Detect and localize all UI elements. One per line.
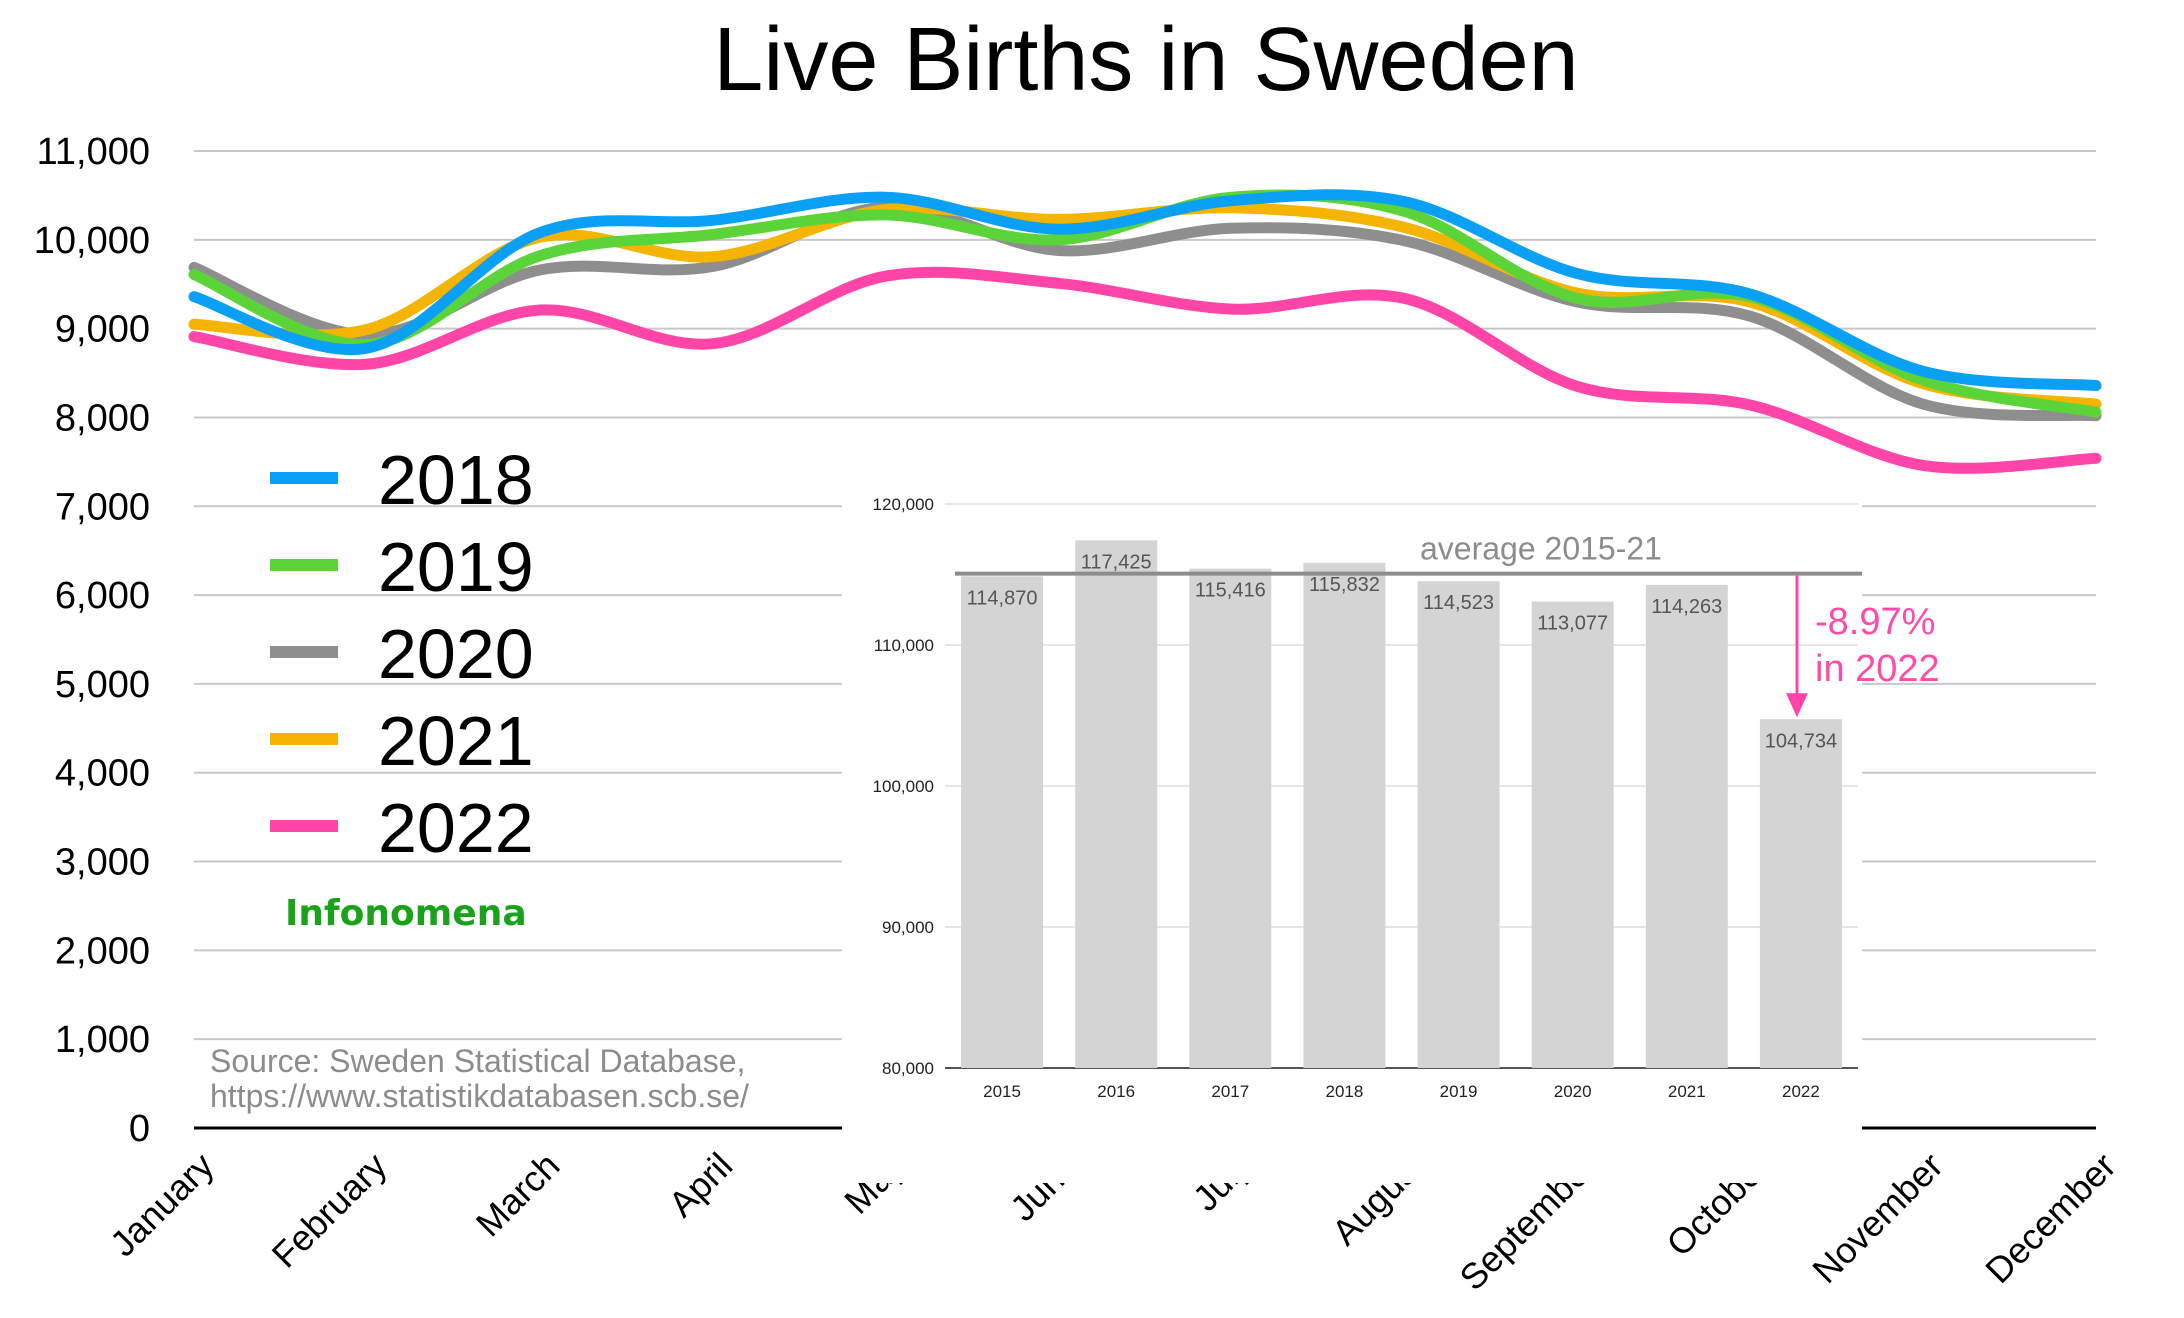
inset-bar-2021 [1645,584,1728,1068]
chart-title: Live Births in Sweden [713,10,1578,110]
decline-year-label: in 2022 [1815,648,1940,690]
legend: 2018 2019 2020 2021 2022 [270,441,534,867]
y-tick-label: 3,000 [55,842,150,884]
decline-percent-label: -8.97% [1815,601,1935,643]
inset-bar-chart: 80,000 90,000 100,000 110,000 120,000 114,87… [842,478,1940,1183]
legend-label-2021: 2021 [378,702,534,780]
inset-bar-2022 [1759,719,1842,1068]
y-tick-label: 5,000 [55,664,150,706]
inset-bar-label-2021: 114,263 [1651,596,1722,618]
y-tick-label: 4,000 [55,753,150,795]
inset-y-axis: 80,000 90,000 100,000 110,000 120,000 [873,495,934,1078]
y-tick-label: 9,000 [55,309,150,351]
source-line-1: Source: Sweden Statistical Database, [210,1043,745,1079]
inset-bar-label-2015: 114,870 [967,587,1038,609]
inset-x-tick-2016: 2016 [1097,1082,1135,1101]
inset-x-tick-2018: 2018 [1326,1082,1364,1101]
inset-y-tick-label: 110,000 [874,636,934,655]
y-tick-label: 1,000 [55,1019,150,1061]
x-tick-march: March [468,1145,568,1245]
inset-x-tick-2022: 2022 [1782,1082,1820,1101]
inset-bar-2018 [1303,562,1386,1068]
y-tick-label: 11,000 [37,131,150,173]
inset-bar-2017 [1189,568,1272,1068]
inset-x-tick-2019: 2019 [1440,1082,1478,1101]
x-tick-february: February [264,1145,395,1276]
inset-x-tick-2017: 2017 [1211,1082,1249,1101]
decline-arrow-head [1786,693,1808,718]
inset-x-tick-2020: 2020 [1554,1082,1592,1101]
inset-bar-label-2018: 115,832 [1309,574,1380,596]
main-y-axis: 0 1,000 2,000 3,000 4,000 5,000 6,000 7,000 8,00… [34,131,150,1150]
inset-bar-label-2019: 114,523 [1423,592,1494,614]
inset-bars: 114,870 117,425 115,416 115,832 114,523 113,0… [961,540,1842,1068]
y-tick-label: 7,000 [55,486,150,528]
brand-label: Infonomena [285,893,527,934]
x-tick-april: April [660,1145,740,1225]
inset-bar-2016 [1075,540,1158,1068]
inset-bar-label-2022: 104,734 [1765,730,1837,752]
inset-bar-label-2016: 117,425 [1081,551,1152,573]
inset-bar-2020 [1531,601,1614,1068]
x-tick-december: December [1977,1145,2123,1291]
y-tick-label: 0 [129,1108,150,1150]
legend-label-2020: 2020 [378,615,534,693]
decline-annotation: -8.97% in 2022 [1786,575,1940,718]
inset-bar-label-2017: 115,416 [1195,580,1266,602]
inset-x-tick-2021: 2021 [1668,1082,1706,1101]
y-tick-label: 6,000 [55,575,150,617]
inset-y-tick-label: 100,000 [873,777,934,796]
series-line-2018 [188,189,2102,391]
main-series-lines [188,189,2102,474]
y-tick-label: 10,000 [34,220,150,262]
series-line-2022 [188,266,2102,474]
source-line-2: https://www.statistikdatabasen.scb.se/ [210,1078,749,1114]
series-line-2019 [188,189,2102,418]
legend-label-2019: 2019 [378,528,534,606]
average-reference: average 2015-21 [955,531,1862,576]
inset-x-axis: 2015 2016 2017 2018 2019 2020 2021 2022 [983,1082,1820,1101]
inset-bar-label-2020: 113,077 [1537,613,1608,635]
series-line-2020 [188,201,2102,422]
legend-label-2018: 2018 [378,441,534,519]
inset-y-tick-label: 120,000 [873,495,934,514]
inset-y-tick-label: 90,000 [882,918,934,937]
inset-bar-2019 [1417,581,1500,1068]
y-tick-label: 8,000 [55,397,150,439]
average-label: average 2015-21 [1420,531,1662,567]
y-tick-label: 2,000 [55,930,150,972]
x-tick-january: January [102,1145,222,1265]
inset-x-tick-2015: 2015 [983,1082,1021,1101]
inset-y-tick-label: 80,000 [882,1059,934,1078]
legend-label-2022: 2022 [378,789,534,867]
inset-bar-2015 [961,576,1044,1068]
